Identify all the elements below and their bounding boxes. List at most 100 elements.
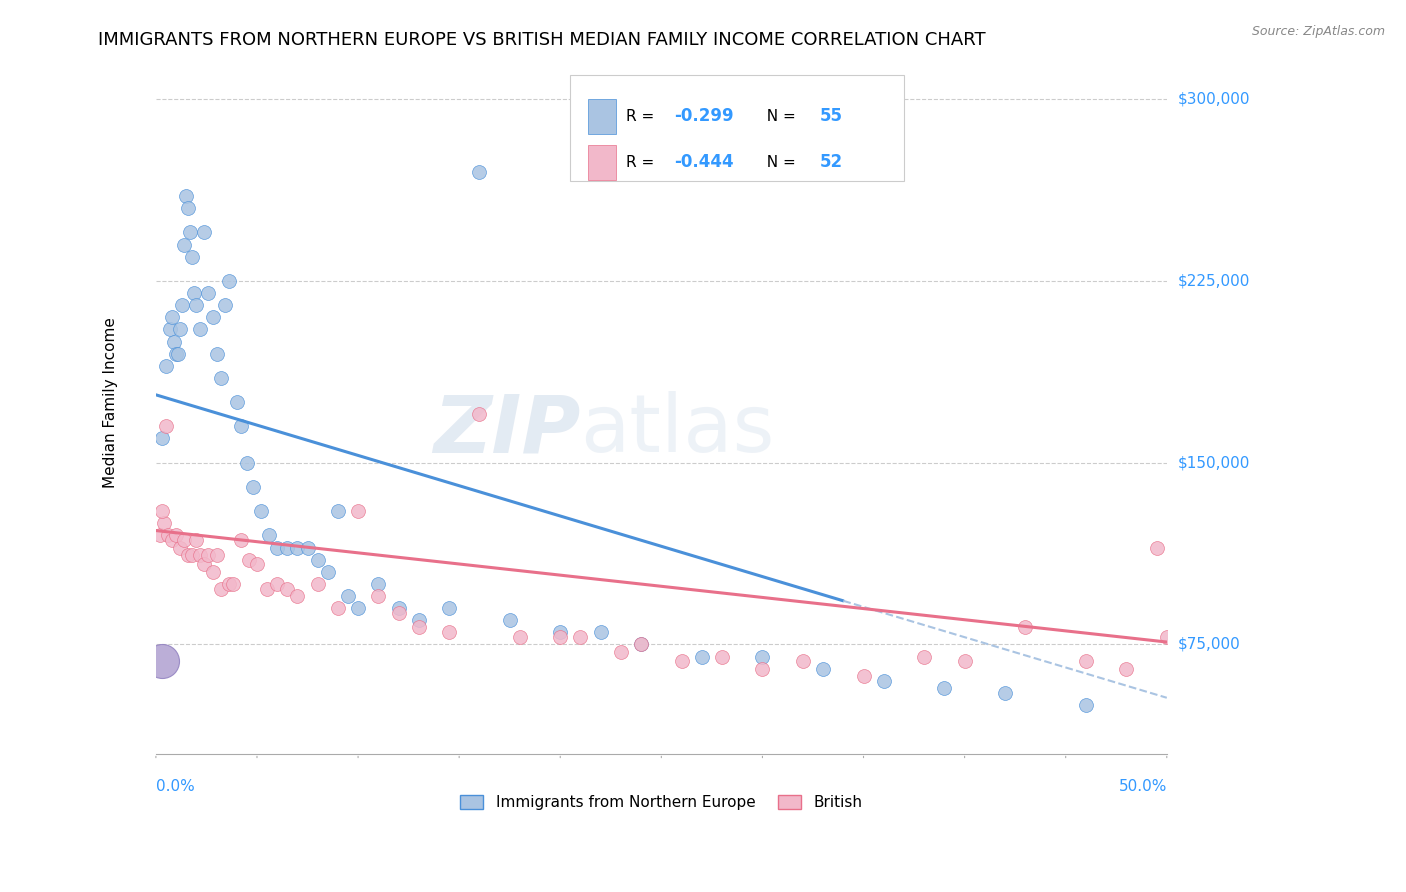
Point [172,298,194,312]
Point [209,582,232,596]
FancyBboxPatch shape [588,145,616,180]
Point [179,226,201,240]
Point [193,558,215,572]
Point [347,601,370,615]
Point [190,548,212,562]
Point [174,189,197,203]
Point [149,528,172,542]
Point [160,533,183,548]
Point [209,371,232,385]
Point [256,582,278,596]
Point [387,601,409,615]
Text: $75,000: $75,000 [1178,637,1240,652]
Point [186,533,208,548]
Point [201,565,224,579]
Point [934,681,956,695]
Point [1156,630,1178,644]
Text: 55: 55 [820,107,844,125]
Text: Source: ZipAtlas.com: Source: ZipAtlas.com [1251,25,1385,38]
Point [222,577,245,591]
Point [548,625,571,640]
Point [630,637,652,651]
Point [205,346,228,360]
Point [589,625,612,640]
Text: 0.0%: 0.0% [156,779,194,794]
Point [408,613,430,627]
Point [316,565,339,579]
Point [229,419,252,434]
Point [214,298,236,312]
Point [150,655,173,669]
Point [852,669,875,683]
Point [994,686,1017,700]
Point [257,528,280,542]
Point [218,577,240,591]
Point [1074,698,1097,712]
Text: ZIP: ZIP [433,392,581,469]
Point [225,395,247,409]
Point [183,286,205,301]
Point [150,432,173,446]
Legend: Immigrants from Northern Europe, British: Immigrants from Northern Europe, British [454,789,869,816]
Point [201,310,224,325]
Point [468,165,491,179]
Point [236,456,259,470]
Point [671,655,693,669]
Point [287,541,309,555]
Text: 50.0%: 50.0% [1118,779,1167,794]
Point [181,250,204,264]
Point [181,548,204,562]
Point [276,541,298,555]
Point [186,298,208,312]
Point [912,649,935,664]
Point [155,359,177,373]
Point [326,601,349,615]
Text: -0.299: -0.299 [675,107,734,125]
Point [297,541,319,555]
Point [193,226,215,240]
Point [1014,620,1036,634]
Text: IMMIGRANTS FROM NORTHERN EUROPE VS BRITISH MEDIAN FAMILY INCOME CORRELATION CHAR: IMMIGRANTS FROM NORTHERN EUROPE VS BRITI… [98,31,986,49]
Text: N =: N = [758,109,801,124]
Point [468,407,491,421]
Point [1146,541,1168,555]
Point [153,516,176,531]
Point [242,480,264,494]
Point [159,322,181,336]
Text: $300,000: $300,000 [1178,92,1250,107]
Text: $225,000: $225,000 [1178,274,1250,288]
Point [169,541,191,555]
Point [367,577,389,591]
Point [190,322,212,336]
Point [1074,655,1097,669]
Point [751,649,773,664]
Point [250,504,273,518]
Point [173,237,195,252]
FancyBboxPatch shape [588,99,616,134]
Point [873,673,896,688]
Point [167,346,190,360]
Point [163,334,186,349]
Point [169,322,191,336]
Point [177,201,200,215]
Point [173,533,195,548]
Point [155,419,177,434]
Point [218,274,240,288]
Point [347,504,370,518]
Point [246,558,269,572]
Point [437,625,460,640]
Text: R =: R = [626,155,659,170]
Point [548,630,571,644]
Point [287,589,309,603]
Point [157,528,180,542]
Text: $150,000: $150,000 [1178,455,1250,470]
Point [266,577,288,591]
Text: R =: R = [626,109,659,124]
Point [205,548,228,562]
Point [336,589,359,603]
Point [499,613,522,627]
Point [1115,662,1137,676]
Point [953,655,976,669]
Point [197,286,219,301]
Point [792,655,814,669]
